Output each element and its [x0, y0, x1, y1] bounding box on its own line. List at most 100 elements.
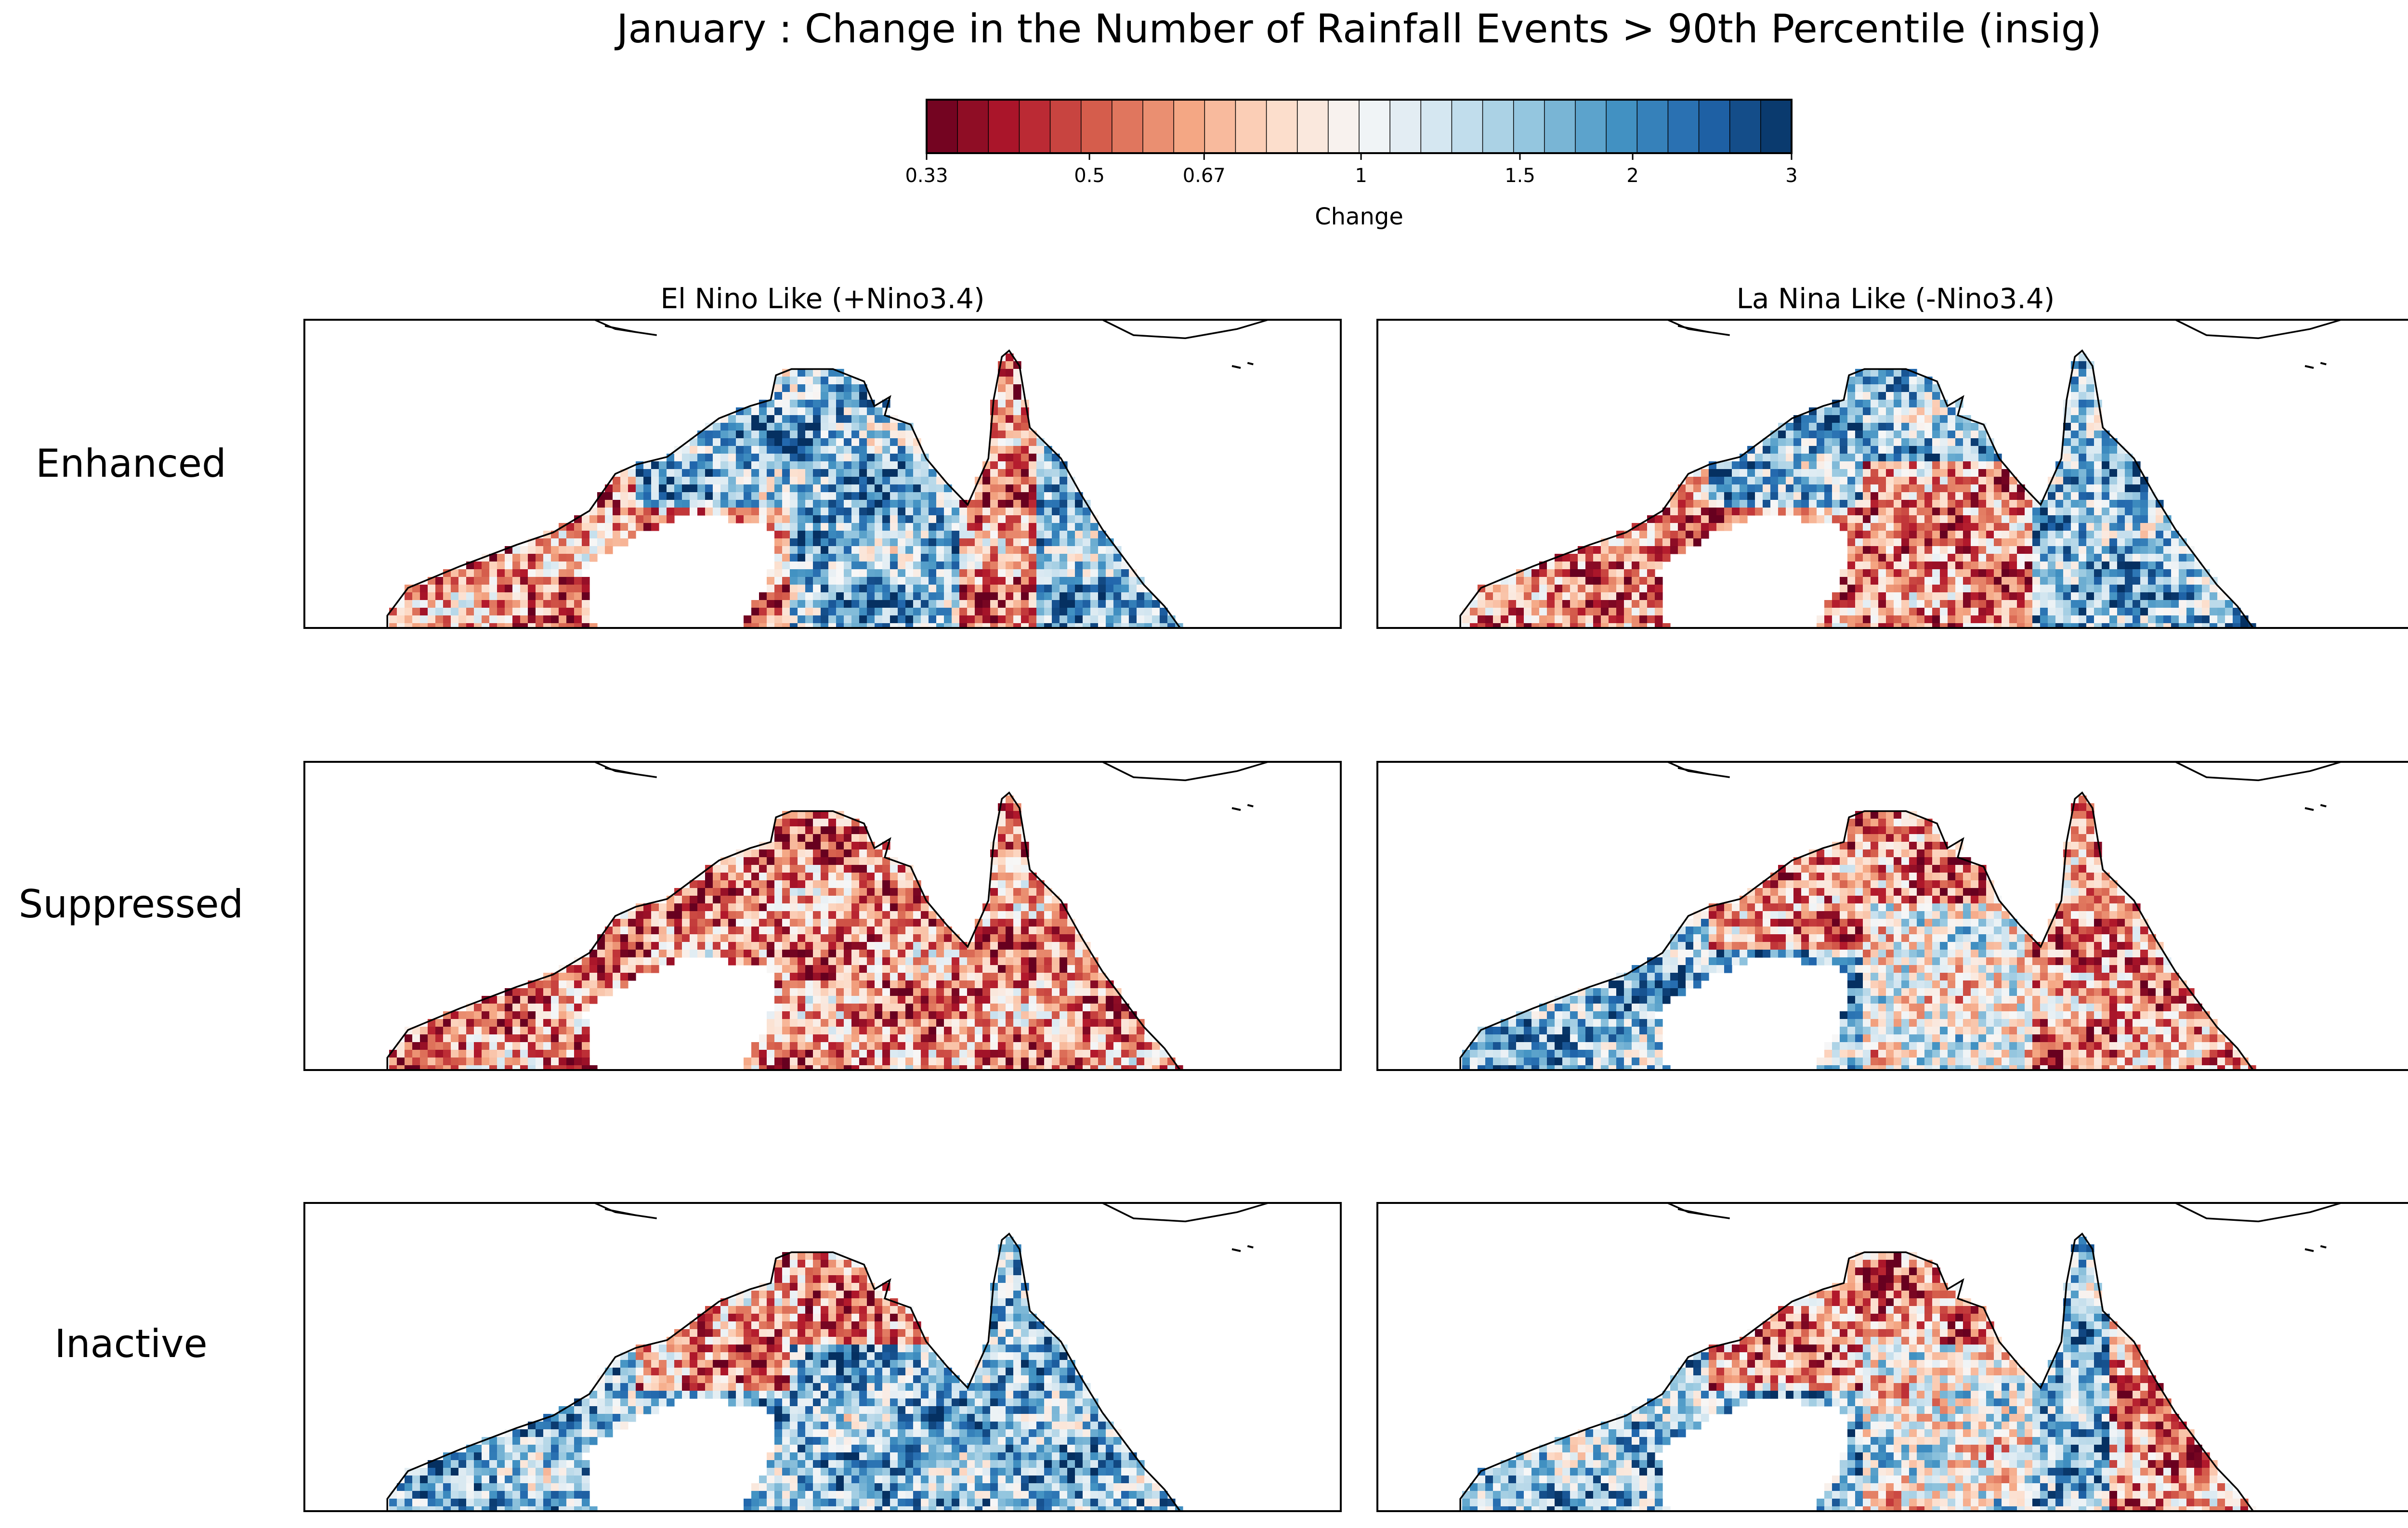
- grid-cell: [1909, 407, 1917, 416]
- grid-cell: [1732, 492, 1740, 500]
- grid-cell: [1809, 500, 1817, 508]
- grid-cell: [458, 592, 467, 601]
- grid-cell: [628, 973, 636, 981]
- grid-cell: [1593, 562, 1601, 570]
- grid-cell: [998, 1011, 1006, 1019]
- grid-cell: [929, 988, 937, 996]
- grid-cell: [574, 1042, 582, 1050]
- grid-cell: [921, 950, 929, 958]
- grid-cell: [2025, 562, 2033, 570]
- grid-cell: [1763, 461, 1771, 470]
- grid-cell: [1013, 834, 1021, 842]
- grid-cell: [1013, 857, 1021, 865]
- grid-cell: [536, 592, 544, 601]
- grid-cell: [2202, 585, 2210, 593]
- grid-cell: [1121, 600, 1129, 608]
- grid-cell: [1137, 592, 1145, 601]
- grid-cell: [836, 569, 844, 577]
- grid-cell: [936, 973, 944, 981]
- grid-cell: [605, 500, 613, 508]
- grid-cell: [1971, 431, 1979, 439]
- grid-cell: [1647, 523, 1655, 531]
- grid-cell: [1044, 523, 1052, 531]
- grid-cell: [782, 842, 790, 850]
- grid-cell: [1978, 585, 1987, 593]
- grid-cell: [828, 927, 837, 935]
- grid-cell: [1113, 608, 1122, 616]
- grid-cell: [1909, 384, 1917, 392]
- grid-cell: [1924, 438, 1933, 446]
- grid-cell: [798, 1011, 806, 1019]
- grid-cell: [690, 888, 698, 896]
- grid-cell: [1083, 965, 1091, 973]
- grid-cell: [952, 554, 960, 562]
- grid-cell: [1894, 431, 1902, 439]
- grid-cell: [790, 438, 798, 446]
- grid-cell: [990, 988, 998, 996]
- grid-cell: [744, 873, 752, 881]
- grid-cell: [828, 842, 837, 850]
- grid-cell: [1855, 431, 1863, 439]
- grid-cell: [1855, 438, 1863, 446]
- grid-cell: [2025, 523, 2033, 531]
- grid-cell: [782, 477, 790, 485]
- grid-cell: [1052, 454, 1060, 462]
- grid-cell: [867, 538, 875, 547]
- grid-cell: [482, 615, 490, 624]
- grid-cell: [867, 980, 875, 989]
- grid-cell: [790, 415, 798, 423]
- grid-cell: [1029, 454, 1037, 462]
- grid-cell: [975, 554, 983, 562]
- grid-cell: [751, 623, 759, 628]
- grid-cell: [998, 957, 1006, 966]
- grid-cell: [936, 942, 944, 950]
- grid-cell: [975, 1019, 983, 1027]
- grid-cell: [998, 950, 1006, 958]
- grid-cell: [2002, 538, 2010, 547]
- grid-cell: [790, 980, 798, 989]
- grid-cell: [844, 461, 852, 470]
- grid-cell: [844, 477, 852, 485]
- grid-cell: [1986, 615, 1994, 624]
- grid-cell: [959, 1004, 968, 1012]
- grid-cell: [990, 903, 998, 912]
- grid-cell: [1871, 531, 1879, 539]
- grid-cell: [559, 562, 567, 570]
- grid-cell: [2179, 623, 2187, 628]
- grid-cell: [790, 996, 798, 1004]
- grid-cell: [1478, 592, 1486, 601]
- grid-cell: [913, 996, 921, 1004]
- grid-cell: [813, 415, 821, 423]
- grid-cell: [528, 592, 536, 601]
- colorbar-level: [1760, 99, 1793, 154]
- grid-cell: [982, 1027, 991, 1035]
- grid-cell: [867, 896, 875, 904]
- grid-cell: [859, 615, 867, 624]
- grid-cell: [1531, 585, 1540, 593]
- grid-cell: [851, 927, 860, 935]
- grid-cell: [1855, 531, 1863, 539]
- grid-cell: [905, 996, 914, 1004]
- grid-cell: [2071, 438, 2079, 446]
- grid-cell: [2117, 477, 2125, 485]
- grid-cell: [929, 934, 937, 942]
- grid-cell: [767, 880, 775, 888]
- grid-cell: [620, 965, 628, 973]
- grid-cell: [2156, 608, 2164, 616]
- grid-cell: [1894, 377, 1902, 385]
- grid-cell: [2079, 523, 2087, 531]
- grid-cell: [1013, 927, 1021, 935]
- grid-cell: [1013, 934, 1021, 942]
- grid-cell: [1686, 477, 1694, 485]
- grid-cell: [1886, 569, 1894, 577]
- grid-cell: [543, 577, 551, 585]
- grid-cell: [2040, 585, 2048, 593]
- grid-cell: [1570, 554, 1578, 562]
- grid-cell: [1894, 585, 1902, 593]
- grid-cell: [512, 577, 521, 585]
- grid-cell: [1036, 942, 1045, 950]
- grid-cell: [1501, 615, 1509, 624]
- grid-cell: [1971, 585, 1979, 593]
- grid-cell: [828, 508, 837, 516]
- grid-cell: [543, 1019, 551, 1027]
